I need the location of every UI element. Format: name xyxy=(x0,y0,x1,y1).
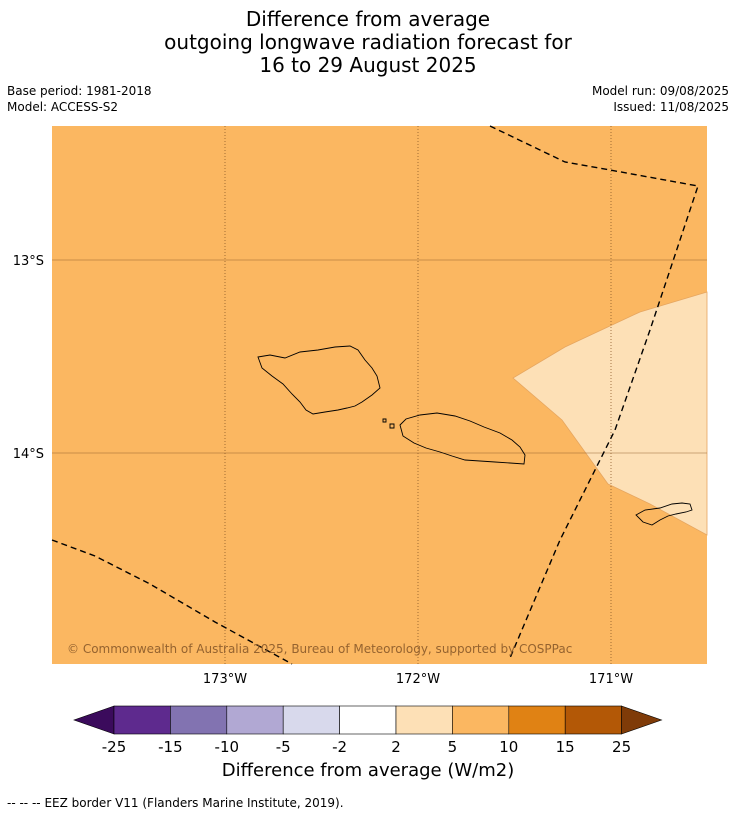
colorbar: -25 -15 -10 -5 -2 2 5 10 15 25 xyxy=(73,705,663,756)
colorbar-segment xyxy=(282,705,340,735)
colorbar-tick-label: -10 xyxy=(215,738,240,756)
island-upolu xyxy=(399,412,526,465)
base-period: Base period: 1981-2018 xyxy=(7,84,152,98)
title-line-2: outgoing longwave radiation forecast for xyxy=(164,30,572,54)
colorbar-tick-label: -15 xyxy=(158,738,183,756)
lon-label-171w: 171°W xyxy=(589,672,633,687)
colorbar-segment xyxy=(508,705,566,735)
meta-left: Base period: 1981-2018 Model: ACCESS-S2 xyxy=(7,83,152,115)
grid-lines xyxy=(52,126,707,664)
island-manono xyxy=(382,418,387,423)
colorbar-tick-label: 5 xyxy=(448,738,458,756)
meta-right: Model run: 09/08/2025 Issued: 11/08/2025 xyxy=(592,83,729,115)
title-line-1: Difference from average xyxy=(245,7,491,31)
colorbar-label: Difference from average (W/m2) xyxy=(221,760,515,781)
colorbar-segment xyxy=(113,705,171,735)
island-tutuila xyxy=(635,502,693,526)
title-line-3: 16 to 29 August 2025 xyxy=(259,53,477,77)
colorbar-segment xyxy=(564,705,622,735)
colorbar-tick-label: 10 xyxy=(499,738,518,756)
colorbar-tick-label: 2 xyxy=(391,738,401,756)
colorbar-tick-label: -25 xyxy=(102,738,127,756)
colorbar-extend-high xyxy=(621,705,663,735)
eez-legend-text: EEZ border V11 (Flanders Marine Institut… xyxy=(44,796,344,810)
lon-label-173w: 173°W xyxy=(203,672,247,687)
eez-legend-symbol: -- -- -- xyxy=(7,796,41,810)
eez-borders xyxy=(51,125,699,665)
copyright-watermark: © Commonwealth of Australia 2025, Bureau… xyxy=(67,642,572,656)
chart-title: Difference from average outgoing longwav… xyxy=(0,8,736,77)
island-apolima xyxy=(389,423,395,429)
model-name: Model: ACCESS-S2 xyxy=(7,100,119,114)
island-savaii xyxy=(257,345,381,415)
light-anomaly-region xyxy=(512,291,708,536)
lon-label-172w: 172°W xyxy=(396,672,440,687)
coastlines xyxy=(257,345,693,526)
issued-date: Issued: 11/08/2025 xyxy=(613,100,729,114)
colorbar-tick-label: 15 xyxy=(556,738,575,756)
eez-border-southwest xyxy=(51,539,293,665)
colorbar-tick-label: 25 xyxy=(612,738,631,756)
colorbar-segment xyxy=(170,705,228,735)
colorbar-tick-label: -2 xyxy=(332,738,347,756)
colorbar-segment xyxy=(339,705,397,735)
eez-border-east xyxy=(489,125,699,659)
colorbar-segment xyxy=(395,705,453,735)
colorbar-segment xyxy=(226,705,284,735)
lat-label-14s: 14°S xyxy=(13,447,44,462)
footer-legend: -- -- -- EEZ border V11 (Flanders Marine… xyxy=(7,796,344,810)
model-run: Model run: 09/08/2025 xyxy=(591,84,729,98)
colorbar-extend-low xyxy=(73,705,115,735)
colorbar-segment xyxy=(452,705,510,735)
lat-label-13s: 13°S xyxy=(13,254,44,269)
colorbar-tick-label: -5 xyxy=(276,738,291,756)
